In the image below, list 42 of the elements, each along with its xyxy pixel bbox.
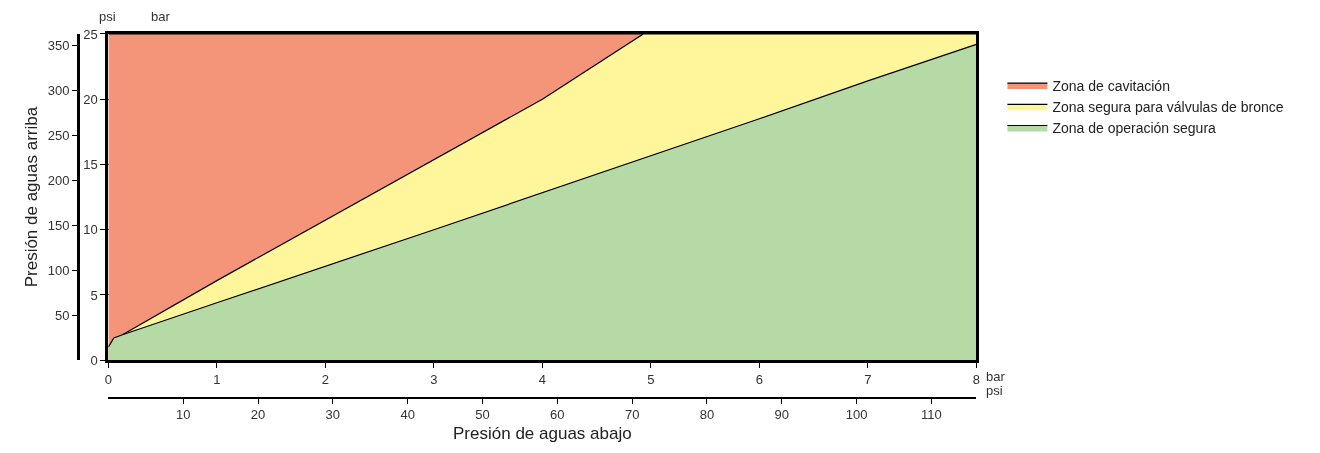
x2-tick-label: 10 <box>175 407 191 423</box>
y-tick-label: 100 <box>47 262 70 278</box>
x-tick-label: 5 <box>647 371 655 387</box>
legend-label: Zona de cavitación <box>1052 77 1170 94</box>
y-tick-label: 250 <box>47 128 70 144</box>
x2-tick-label: 70 <box>624 407 640 423</box>
text: bar <box>986 369 1006 384</box>
y-tick-label: 150 <box>47 217 70 233</box>
x-axis-title: Presión de aguas abajo <box>453 424 632 444</box>
y2-tick-label: 5 <box>90 287 98 303</box>
x-tick-label: 0 <box>104 371 112 387</box>
y-axis-title: Presión de aguas arriba <box>22 106 42 288</box>
y2-tick-label: 15 <box>83 157 98 173</box>
x2-tick-label: 80 <box>699 407 715 423</box>
legend-label: Zona de operación segura <box>1052 119 1217 136</box>
x2-tick-label: 110 <box>921 407 942 423</box>
x-tick-label: 8 <box>972 371 980 387</box>
x2-tick-label: 90 <box>774 407 790 423</box>
y-tick-label: 300 <box>47 83 70 99</box>
x-tick-label: 1 <box>213 371 221 387</box>
y2-tick-label: 25 <box>83 26 98 42</box>
text: bar <box>151 9 171 24</box>
y2-tick-label: 10 <box>83 222 98 238</box>
x2-tick-label: 50 <box>475 407 490 423</box>
x-tick-label: 7 <box>864 371 872 387</box>
y-tick-label: 50 <box>54 307 70 323</box>
y2-tick-label: 20 <box>83 91 98 107</box>
legend-label: Zona segura para válvulas de bronce <box>1052 98 1284 115</box>
x2-tick-label: 30 <box>325 407 341 423</box>
x2-tick-label: 20 <box>250 407 266 423</box>
x2-tick-label: 60 <box>550 407 565 423</box>
y-tick-label: 350 <box>47 38 70 54</box>
text: psi <box>99 9 116 24</box>
y-tick-label: 200 <box>47 173 70 189</box>
x2-tick-label: 100 <box>845 407 868 423</box>
x-tick-label: 4 <box>538 371 546 387</box>
y2-tick-label: 0 <box>90 352 98 368</box>
x-tick-label: 3 <box>430 371 438 387</box>
x2-tick-label: 40 <box>400 407 415 423</box>
x-tick-label: 2 <box>321 371 329 387</box>
text: psi <box>986 383 1003 398</box>
x-tick-label: 6 <box>755 371 763 387</box>
